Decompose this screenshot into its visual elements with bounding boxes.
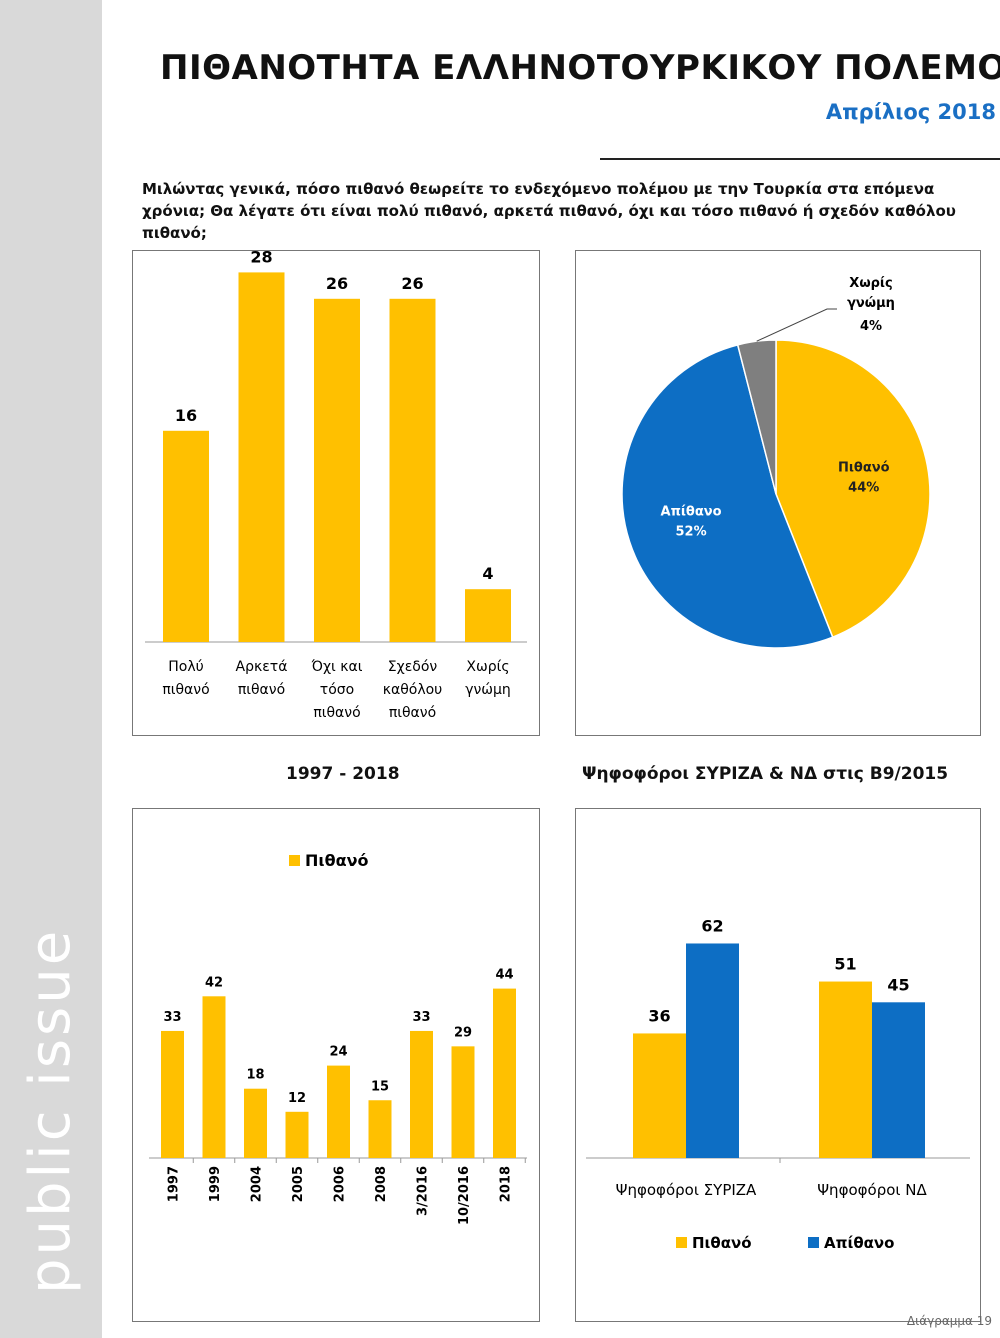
bar: [465, 589, 511, 642]
bar: [633, 1033, 686, 1158]
tick-label: 1999: [208, 1166, 223, 1202]
pie-slice: [621, 343, 834, 649]
tick-label: 3/2016: [416, 1166, 431, 1216]
data-label: 12: [288, 1091, 306, 1106]
tick-label: πιθανό: [313, 705, 360, 721]
slice-label: Απίθανο: [661, 505, 722, 520]
tick-label: 2006: [333, 1166, 348, 1202]
slice-label: γνώμη: [847, 296, 895, 311]
legend-label: Απίθανο: [824, 1234, 894, 1252]
data-label: 45: [887, 975, 909, 994]
bar: [163, 430, 209, 642]
page-title: ΠΙΘΑΝΟΤΗΤΑ ΕΛΛΗΝΟΤΟΥΡΚΙΚΟΥ ΠΟΛΕΜΟΥ: [160, 48, 1000, 88]
slice-value: 4%: [860, 319, 882, 334]
data-label: 28: [250, 251, 272, 266]
data-label: 26: [401, 274, 423, 293]
tick-label: Όχι και: [311, 659, 363, 675]
divider: [600, 158, 1000, 160]
tick-label: Ψηφοφόροι ΣΥΡΙΖΑ: [616, 1181, 757, 1199]
bar: [389, 298, 436, 642]
data-label: 33: [412, 1010, 430, 1025]
bar: [493, 988, 516, 1158]
bar-chart-voters: 36 62 Ψηφοφόροι ΣΥΡΙΖΑ 51 45 Ψηφοφόροι ΝΔ Πιθα…: [586, 916, 970, 1252]
tick-label: πιθανό: [238, 682, 285, 698]
data-label: 18: [246, 1068, 264, 1083]
data-label: 4: [482, 564, 493, 583]
bar-chart-trend: Πιθανό 33 1997 42 1999 18 2004 12 2005 24 2006 15 20…: [149, 851, 527, 1225]
data-label: 42: [205, 975, 223, 990]
bar-chart-likelihood: 16 Πολύ πιθανό 28 Αρκετά πιθανό 26 Όχι και τόσο π…: [145, 251, 527, 721]
legend-swatch: [676, 1237, 687, 1248]
chart-likelihood-pie: Πιθανό 44% Απίθανο 52% Χωρίς γνώμη 4%: [575, 250, 981, 736]
tick-label: τόσο: [320, 682, 354, 698]
page-subtitle: Απρίλιος 2018: [825, 100, 996, 124]
legend-swatch: [808, 1237, 819, 1248]
tick-label: πιθανό: [389, 705, 436, 721]
bar: [202, 996, 226, 1158]
tick-label: καθόλου: [383, 682, 443, 698]
legend-label: Πιθανό: [692, 1234, 752, 1252]
survey-question: Μιλώντας γενικά, πόσο πιθανό θεωρείτε το…: [142, 180, 956, 242]
bar: [314, 298, 360, 642]
legend-swatch: [289, 855, 300, 866]
brand-logo: public issue: [18, 927, 83, 1294]
data-label: 24: [329, 1045, 347, 1060]
tick-label: 2008: [374, 1166, 389, 1202]
chart-voters-title: Ψηφοφόροι ΣΥΡΙΖΑ & ΝΔ στις Β9/2015: [582, 764, 949, 784]
data-label: 36: [648, 1006, 670, 1025]
bar: [244, 1088, 267, 1158]
data-label: 51: [834, 955, 856, 974]
bar: [451, 1046, 475, 1158]
data-label: 62: [701, 916, 723, 935]
tick-label: Χωρίς: [466, 659, 509, 675]
data-label: 15: [371, 1079, 389, 1094]
data-label: 26: [326, 274, 348, 293]
tick-label: πιθανό: [162, 682, 209, 698]
bar: [410, 1030, 433, 1158]
footer-label: Διάγραμμα 19: [906, 1314, 992, 1328]
data-label: 29: [454, 1025, 472, 1040]
leader-line: [756, 308, 837, 342]
tick-label: 1997: [167, 1166, 182, 1202]
data-label: 16: [175, 406, 197, 425]
legend-label: Πιθανό: [305, 851, 369, 870]
data-label: 44: [495, 968, 513, 983]
tick-label: 2018: [499, 1166, 514, 1202]
slice-label: Πιθανό: [838, 460, 890, 475]
bar: [161, 1030, 184, 1158]
tick-label: Πολύ: [168, 659, 203, 675]
tick-label: 10/2016: [457, 1166, 472, 1225]
chart-trend-title: 1997 - 2018: [286, 764, 400, 784]
slice-value: 52%: [675, 525, 706, 540]
chart-voters: 36 62 Ψηφοφόροι ΣΥΡΙΖΑ 51 45 Ψηφοφόροι ΝΔ Πιθα…: [575, 808, 981, 1322]
tick-label: Αρκετά: [236, 659, 288, 675]
tick-label: Σχεδόν: [388, 659, 438, 675]
slice-label: Χωρίς: [849, 276, 892, 291]
tick-label: Ψηφοφόροι ΝΔ: [817, 1181, 927, 1199]
data-label: 33: [163, 1010, 181, 1025]
bar: [819, 981, 872, 1158]
tick-label: 2005: [291, 1166, 306, 1202]
tick-label: γνώμη: [465, 682, 511, 698]
bar: [686, 943, 739, 1158]
pie-slice: [775, 339, 931, 639]
bar: [368, 1100, 392, 1158]
chart-trend: Πιθανό 33 1997 42 1999 18 2004 12 2005 24 2006 15 20…: [132, 808, 540, 1322]
bar: [238, 272, 285, 642]
chart-likelihood-bars: 16 Πολύ πιθανό 28 Αρκετά πιθανό 26 Όχι και τόσο π…: [132, 250, 540, 736]
pie-chart-likelihood: Πιθανό 44% Απίθανο 52% Χωρίς γνώμη 4%: [621, 276, 931, 649]
sidebar: public issue: [0, 0, 102, 1338]
tick-label: 2004: [250, 1166, 265, 1202]
slice-value: 44%: [848, 480, 879, 495]
bar: [327, 1065, 350, 1158]
bar: [285, 1111, 309, 1158]
bar: [872, 1002, 925, 1158]
